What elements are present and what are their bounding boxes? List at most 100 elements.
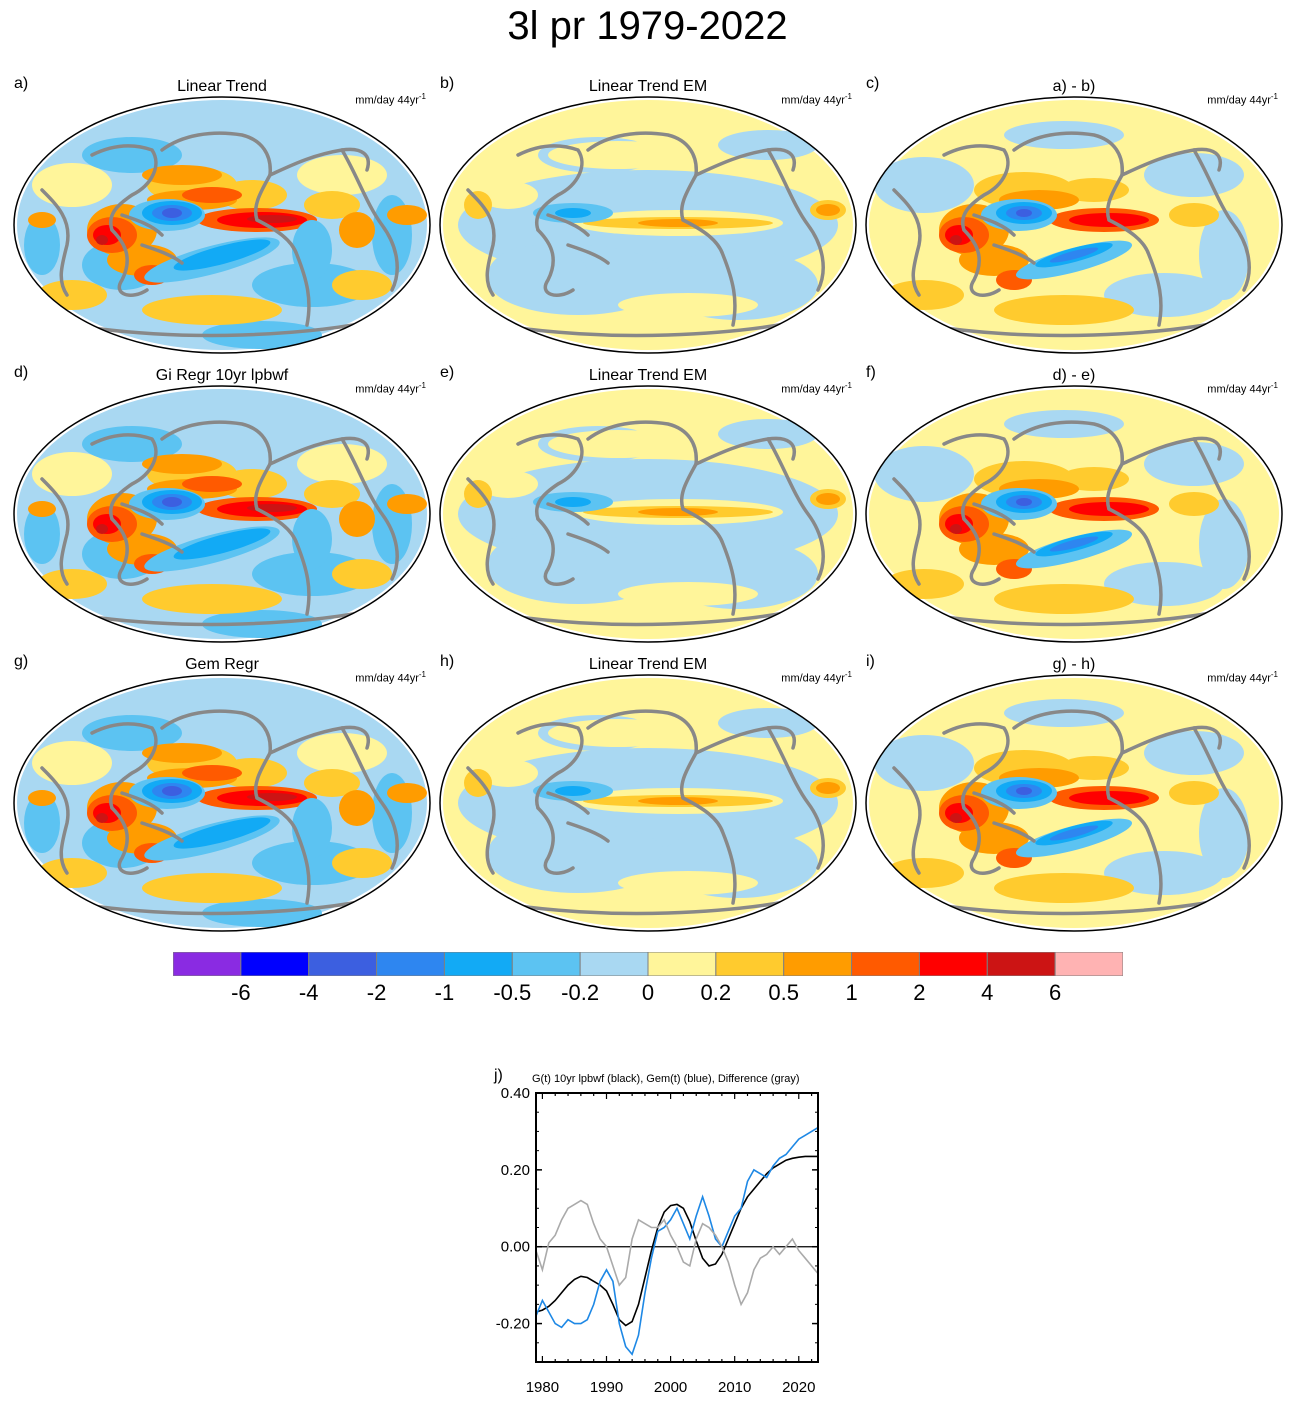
field-contour-9 xyxy=(478,470,538,498)
map-border xyxy=(439,96,857,354)
map-panel-a: a) Linear Trend mm/day 44yr-1 xyxy=(12,75,432,355)
panel-label: a) xyxy=(14,75,29,92)
coastline-4 xyxy=(962,806,1001,875)
coastline-5 xyxy=(1192,726,1251,870)
colorbar-label: 0.2 xyxy=(700,980,732,1005)
field-contour-11 xyxy=(332,848,392,878)
coastline-4 xyxy=(962,517,1001,586)
panel-label: i) xyxy=(866,653,875,670)
panel-label: f) xyxy=(866,364,876,381)
panel-units: mm/day 44yr-1 xyxy=(781,670,852,685)
plot-frame xyxy=(535,1092,819,1363)
field-contour-2 xyxy=(297,733,387,773)
coastline-6 xyxy=(466,477,496,586)
xtick-label: 2010 xyxy=(718,1379,751,1396)
field-contour-10 xyxy=(1169,492,1219,516)
panel-label: j) xyxy=(493,1067,503,1084)
coastline-0 xyxy=(160,131,272,222)
field-contour-32 xyxy=(292,798,332,858)
field-contour-2 xyxy=(297,444,387,484)
field-contour-36 xyxy=(192,245,252,265)
field-contour-5 xyxy=(718,130,818,160)
field-contour-13 xyxy=(142,873,282,903)
map-panel-e: e) Linear Trend EM mm/day 44yr-1 xyxy=(438,364,858,644)
panel-units: mm/day 44yr-1 xyxy=(1207,92,1278,107)
field-contour-17 xyxy=(555,208,591,218)
panel-title: Linear Trend EM xyxy=(588,367,708,384)
field-contour-18 xyxy=(28,501,56,517)
coastline-8 xyxy=(972,213,1036,265)
field-contour-14 xyxy=(816,782,840,794)
colorbar-swatch-9 xyxy=(783,952,853,976)
panel-units: mm/day 44yr-1 xyxy=(355,381,426,396)
colorbar-label: 4 xyxy=(981,980,994,1005)
field-contour-9 xyxy=(478,181,538,209)
trend-map xyxy=(13,385,431,643)
panel-units: mm/day 44yr-1 xyxy=(781,92,852,107)
panel-title: Gi Regr 10yr lpbwf xyxy=(155,367,289,384)
coastline-1 xyxy=(255,218,311,327)
coastline-0 xyxy=(1012,420,1124,511)
coastline-4 xyxy=(536,228,575,297)
field-contour-9 xyxy=(994,873,1134,903)
field-contour-14 xyxy=(816,204,840,216)
series-line-1 xyxy=(535,1126,819,1356)
map-field xyxy=(443,100,853,350)
map-border xyxy=(865,385,1283,643)
panel-units: mm/day 44yr-1 xyxy=(355,670,426,685)
map-field xyxy=(869,678,1279,928)
coastlines xyxy=(466,131,825,338)
panel-label: h) xyxy=(440,653,455,670)
trend-map xyxy=(439,674,857,932)
colorbar-swatch-13 xyxy=(1054,952,1123,976)
field-contour-19 xyxy=(950,235,962,245)
colorbar-label: 0 xyxy=(641,980,655,1005)
field-contour-1 xyxy=(32,452,112,496)
field-contour-13 xyxy=(142,295,282,325)
map-panel-f: f) d) - e) mm/day 44yr-1 xyxy=(864,364,1284,644)
field-contour-1 xyxy=(874,157,974,213)
colorbar-swatch-0 xyxy=(173,952,242,976)
field-contour-8 xyxy=(618,582,758,606)
field-contour-8 xyxy=(884,280,964,310)
field-contour-11 xyxy=(332,559,392,589)
coastline-6 xyxy=(466,188,496,297)
field-contour-29 xyxy=(96,813,108,823)
field-contour-10 xyxy=(1169,203,1219,227)
coastline-8 xyxy=(546,213,610,265)
colorbar-swatch-4 xyxy=(443,952,513,976)
field-contour-1 xyxy=(874,446,974,502)
field-contour-7 xyxy=(548,430,688,458)
field-contour-1 xyxy=(874,735,974,791)
panel-units: mm/day 44yr-1 xyxy=(1207,670,1278,685)
field-contour-4 xyxy=(488,534,588,594)
coastline-1 xyxy=(255,507,311,616)
coastline-3 xyxy=(90,144,158,232)
coastline-6 xyxy=(892,188,922,297)
coastline-4 xyxy=(110,228,149,297)
trend-map xyxy=(865,96,1283,354)
field-contour-8 xyxy=(24,215,60,275)
coastline-1 xyxy=(681,218,737,327)
coastline-4 xyxy=(110,806,149,875)
map-border xyxy=(439,385,857,643)
panel-title: a) - b) xyxy=(1052,78,1096,95)
coastline-6 xyxy=(892,477,922,586)
coastline-1 xyxy=(1107,796,1163,905)
map-border xyxy=(13,96,431,354)
figure-title: 3l pr 1979-2022 xyxy=(507,4,788,48)
coastline-6 xyxy=(466,766,496,875)
coastline-6 xyxy=(892,766,922,875)
colorbar-swatch-2 xyxy=(308,952,378,976)
field-contour-17 xyxy=(339,501,375,537)
coastline-1 xyxy=(681,507,737,616)
xtick-label: 1980 xyxy=(526,1379,559,1396)
xtick-label: 2000 xyxy=(654,1379,687,1396)
coastline-8 xyxy=(120,213,184,265)
colorbar-swatch-3 xyxy=(376,952,445,976)
ytick-label: 0.20 xyxy=(501,1162,530,1179)
coastline-3 xyxy=(942,722,1010,810)
colorbar-swatch-6 xyxy=(579,952,649,976)
field-contour-5 xyxy=(718,419,818,449)
field-contour-32 xyxy=(292,509,332,569)
